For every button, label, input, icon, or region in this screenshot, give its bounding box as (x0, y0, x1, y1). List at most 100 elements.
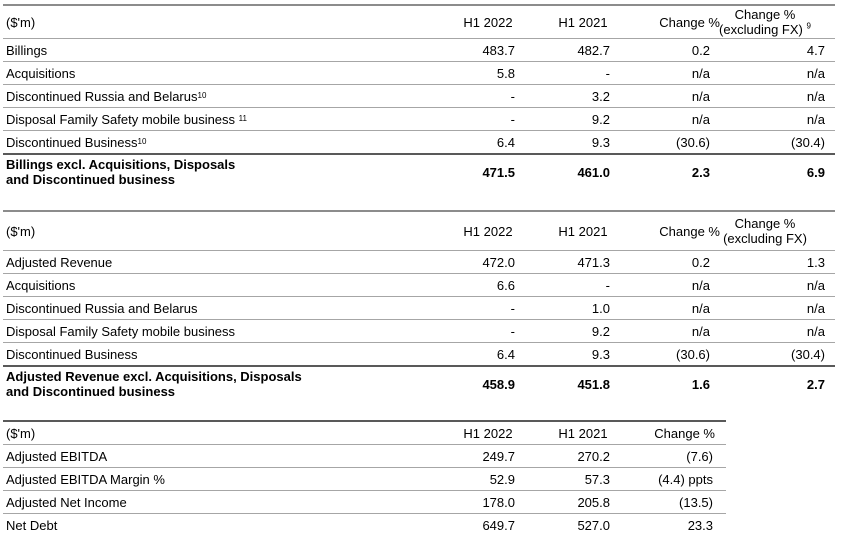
billings-table: ($'m) H1 2022 H1 2021 Change % Change % … (3, 4, 835, 189)
table-cell: 649.7 (482, 517, 515, 533)
table-row: Discontinued Business 10 6.4 9.3 (30.6) (… (3, 131, 835, 155)
table-cell: 1.3 (806, 254, 825, 270)
table-cell: 482.7 (577, 42, 610, 58)
table-cell: 471.3 (577, 254, 610, 270)
table-cell: 270.2 (577, 448, 610, 464)
table-row: Acquisitions 6.6 - n/a n/a (3, 274, 835, 297)
table-row: Adjusted EBITDA 249.7 270.2 (7.6) (3, 445, 726, 468)
table-cell: (30.6) (676, 134, 710, 150)
table-cell: (30.4) (791, 134, 825, 150)
table-cell: 2.7 (806, 376, 825, 392)
footnote-ref: 9 (806, 21, 811, 31)
table-cell: Change % (654, 425, 715, 441)
table-cell: 3.2 (591, 88, 610, 104)
table-cell: H1 2021 (558, 223, 608, 239)
table-cell: n/a (806, 300, 825, 316)
table-cell: (30.6) (676, 346, 710, 362)
col-change-excl-fx: Change % (excluding FX) 9 (703, 6, 827, 38)
table-cell: Change % (excluding FX) (703, 212, 827, 250)
table-cell: 9.3 (591, 134, 610, 150)
table-cell: Acquisitions (6, 277, 76, 293)
table-cell: (7.6) (686, 448, 713, 464)
table-cell: 0.2 (691, 254, 710, 270)
table-cell: and Discontinued business (6, 384, 176, 399)
table-cell: Change % (734, 7, 796, 22)
table-cell: 205.8 (577, 494, 610, 510)
table-row: Adjusted Revenue 472.0 471.3 0.2 1.3 (3, 251, 835, 274)
table-cell: - (510, 88, 515, 104)
table-header-row: ($'m) H1 2022 H1 2021 Change % Change % … (3, 210, 835, 251)
table-row: Adjusted EBITDA Margin % 52.9 57.3 (4.4)… (3, 468, 726, 491)
table-cell: Discontinued Russia and Belarus 10 (6, 88, 207, 104)
table-cell: (30.4) (791, 346, 825, 362)
table-cell: Disposal Family Safety mobile business (6, 111, 239, 127)
table-cell: 483.7 (482, 42, 515, 58)
table-row: Disposal Family Safety mobile business -… (3, 320, 835, 343)
table-cell: Discontinued Business 10 (6, 134, 147, 150)
table-cell: Adjusted Net Income (6, 494, 127, 510)
table-cell: 9.2 (591, 323, 610, 339)
table-cell: (excluding FX) (719, 22, 803, 37)
table-cell: Billings excl. Acquisitions, Disposals a… (6, 155, 406, 189)
table-cell: Billings (6, 39, 406, 61)
table-cell: H1 2022 (463, 223, 513, 239)
table-cell: Change % (734, 216, 796, 231)
table-cell: 461.0 (577, 164, 610, 180)
table-cell: n/a (806, 88, 825, 104)
table-cell: (excluding FX) 9 (719, 22, 811, 37)
table-row: Discontinued Russia and Belarus 10 - 3.2 … (3, 85, 835, 108)
table-cell: n/a (806, 323, 825, 339)
table-cell: 57.3 (584, 471, 610, 487)
table-row: Adjusted Net Income 178.0 205.8 (13.5) (3, 491, 726, 514)
table-cell: 249.7 (482, 448, 515, 464)
table-cell: 23.3 (687, 517, 713, 533)
table-cell: Change % (659, 223, 720, 239)
table-cell: n/a (691, 300, 710, 316)
table-cell: 527.0 (577, 517, 610, 533)
table-header-row: ($'m) H1 2022 H1 2021 Change % (3, 420, 726, 445)
table-cell: n/a (806, 65, 825, 81)
table-cell: Billings (6, 42, 48, 58)
table-cell: Acquisitions (6, 62, 406, 84)
table-cell: Adjusted Revenue excl. Acquisitions, Dis… (6, 369, 302, 384)
table-cell: 2.3 (691, 164, 710, 180)
table-cell: 471.5 (482, 164, 515, 180)
table-cell: Net Debt (6, 517, 58, 533)
table-cell: 5.8 (496, 65, 515, 81)
table-cell: (13.5) (679, 494, 713, 510)
table-cell: n/a (691, 323, 710, 339)
table-cell: 9.3 (591, 346, 610, 362)
table-cell: - (605, 65, 610, 81)
table-row: Discontinued Russia and Belarus - 1.0 n/… (3, 297, 835, 320)
col-h1-2021: H1 2021 (558, 14, 608, 30)
adjusted-revenue-table: ($'m) H1 2022 H1 2021 Change % Change % … (3, 210, 835, 401)
table-cell: n/a (691, 111, 710, 127)
unit-label: ($'m) (6, 14, 36, 30)
table-row: Billings 483.7 482.7 0.2 4.7 (3, 39, 835, 62)
table-cell: n/a (806, 277, 825, 293)
table-cell: 6.9 (806, 164, 825, 180)
table-cell: ($'m) (6, 223, 36, 239)
table-cell: H1 2022 (463, 425, 513, 441)
table-cell: 1.6 (691, 376, 710, 392)
total-row: Billings excl. Acquisitions, Disposals a… (3, 155, 835, 189)
table-cell: Discontinued Business (6, 134, 138, 150)
table-cell: (4.4) ppts (658, 471, 713, 487)
table-cell: n/a (691, 65, 710, 81)
table-cell: 451.8 (577, 376, 610, 392)
table-cell: Discontinued Russia and Belarus (6, 300, 198, 316)
table-cell: (excluding FX) (723, 231, 807, 246)
table-row: Net Debt 649.7 527.0 23.3 (3, 514, 726, 536)
table-cell: Discontinued Business (6, 346, 138, 362)
table-row: Disposal Family Safety mobile business 1… (3, 108, 835, 131)
table-cell: Disposal Family Safety mobile business (6, 323, 236, 339)
table-cell: Adjusted Revenue (6, 254, 113, 270)
table-cell: Adjusted EBITDA (6, 448, 108, 464)
table-cell: Adjusted Revenue excl. Acquisitions, Dis… (6, 367, 406, 401)
table-cell: 0.2 (691, 42, 710, 58)
table-cell: 6.4 (496, 346, 515, 362)
table-cell: Billings excl. Acquisitions, Disposals (6, 157, 236, 172)
col-change: Change % (659, 14, 720, 30)
col-h1-2022: H1 2022 (463, 14, 513, 30)
table-cell: 4.7 (806, 42, 825, 58)
